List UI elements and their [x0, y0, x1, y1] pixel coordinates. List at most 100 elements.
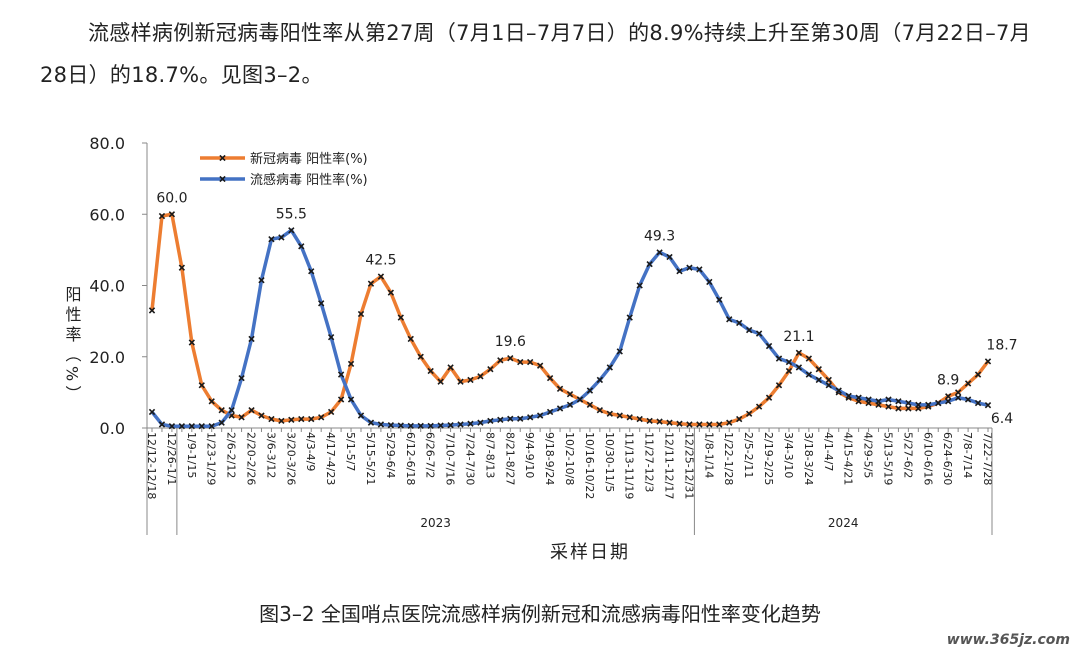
- point-marker: [895, 398, 902, 405]
- x-tick-label: 2/19-2/25: [762, 432, 775, 485]
- point-marker: [447, 421, 454, 429]
- point-marker: [477, 373, 484, 380]
- point-marker: [188, 423, 195, 430]
- point-marker: [925, 401, 932, 409]
- point-marker: [536, 412, 544, 419]
- point-marker: [308, 415, 315, 423]
- series-line: [150, 228, 989, 428]
- x-tick-label: 5/13-5/19: [881, 432, 894, 485]
- series-line: [150, 212, 990, 427]
- point-marker: [288, 416, 295, 423]
- point-marker: [805, 371, 813, 378]
- point-marker: [745, 326, 753, 334]
- x-group-label: 2024: [828, 516, 859, 530]
- point-marker: [527, 358, 534, 366]
- point-marker: [258, 412, 265, 419]
- point-marker: [845, 392, 852, 400]
- x-tick-label: 1/23-1/29: [205, 432, 218, 485]
- watermark: www.365jz.com: [946, 632, 1070, 648]
- point-marker: [457, 421, 464, 428]
- point-marker: [676, 420, 683, 427]
- point-marker: [347, 360, 355, 368]
- point-marker: [318, 300, 325, 307]
- point-marker: [984, 358, 992, 365]
- point-marker: [726, 419, 733, 426]
- point-marker: [716, 296, 723, 303]
- point-marker: [268, 415, 275, 423]
- point-marker: [417, 422, 424, 430]
- point-marker: [984, 402, 992, 409]
- point-marker: [696, 266, 703, 273]
- x-tick-label: 8/21-8/27: [503, 432, 516, 485]
- point-marker: [885, 396, 892, 403]
- point-marker: [566, 390, 574, 398]
- point-marker: [198, 423, 205, 430]
- x-tick-label: 3/18-3/24: [802, 432, 815, 485]
- point-marker: [616, 348, 623, 355]
- point-marker: [686, 264, 693, 271]
- point-marker: [626, 414, 633, 421]
- point-marker: [507, 415, 514, 422]
- point-marker: [536, 362, 544, 369]
- point-marker: [606, 410, 613, 417]
- point-marker: [726, 316, 733, 323]
- point-marker: [626, 314, 633, 321]
- point-marker: [666, 253, 673, 261]
- point-marker: [218, 419, 225, 426]
- point-marker: [586, 401, 594, 409]
- y-axis-label: 阳性率（%）: [63, 286, 82, 405]
- point-marker: [576, 396, 584, 403]
- point-marker: [447, 364, 454, 371]
- point-marker: [885, 403, 892, 410]
- point-marker: [218, 407, 225, 414]
- legend-label: 新冠病毒 阳性率(%): [250, 151, 368, 167]
- point-marker: [656, 249, 663, 256]
- x-tick-label: 4/17-4/23: [324, 432, 337, 485]
- point-marker: [188, 339, 195, 346]
- point-marker: [248, 335, 255, 343]
- point-marker: [268, 236, 275, 243]
- point-marker: [427, 367, 434, 375]
- x-tick-label: 5/27-6/2: [901, 432, 914, 478]
- y-tick-label: 0.0: [100, 419, 125, 438]
- point-marker: [666, 419, 673, 426]
- point-marker: [974, 399, 982, 407]
- point-marker: [815, 376, 822, 384]
- point-marker: [935, 399, 942, 407]
- data-label: 19.6: [495, 334, 526, 350]
- x-tick-label: 3/6-3/12: [264, 432, 277, 478]
- x-tick-label: 1/22-1/28: [722, 432, 735, 485]
- point-marker: [457, 378, 464, 385]
- point-marker: [905, 405, 912, 412]
- point-marker: [437, 422, 444, 429]
- point-marker: [636, 282, 643, 289]
- point-marker: [527, 414, 534, 421]
- point-marker: [308, 268, 315, 275]
- y-tick-label: 20.0: [89, 348, 125, 367]
- point-marker: [407, 335, 414, 343]
- point-marker: [208, 423, 215, 430]
- point-marker: [477, 419, 484, 426]
- point-marker: [865, 396, 872, 403]
- point-marker: [158, 421, 166, 428]
- point-marker: [318, 414, 325, 421]
- x-tick-label: 10/30-11/5: [603, 432, 616, 492]
- x-tick-label: 6/24-6/30: [941, 432, 954, 485]
- data-label: 18.7: [986, 337, 1017, 353]
- point-marker: [755, 330, 763, 337]
- point-marker: [974, 371, 982, 378]
- x-tick-label: 5/15-5/21: [364, 432, 377, 485]
- point-marker: [437, 378, 444, 385]
- point-marker: [278, 417, 285, 425]
- point-marker: [775, 382, 783, 389]
- point-marker: [775, 355, 783, 362]
- x-tick-label: 2/5-2/11: [742, 432, 755, 478]
- x-axis-label: 采样日期: [550, 542, 630, 563]
- paragraph: 流感样病例新冠病毒阳性率从第27周（7月1日–7月7日）的8.9%持续上升至第3…: [40, 21, 1031, 87]
- x-tick-label: 12/25-12/31: [682, 432, 695, 499]
- x-tick-label: 4/1-4/7: [822, 432, 835, 471]
- point-marker: [377, 273, 385, 280]
- y-tick-label: 60.0: [89, 205, 125, 224]
- point-marker: [337, 371, 345, 378]
- point-marker: [546, 408, 554, 416]
